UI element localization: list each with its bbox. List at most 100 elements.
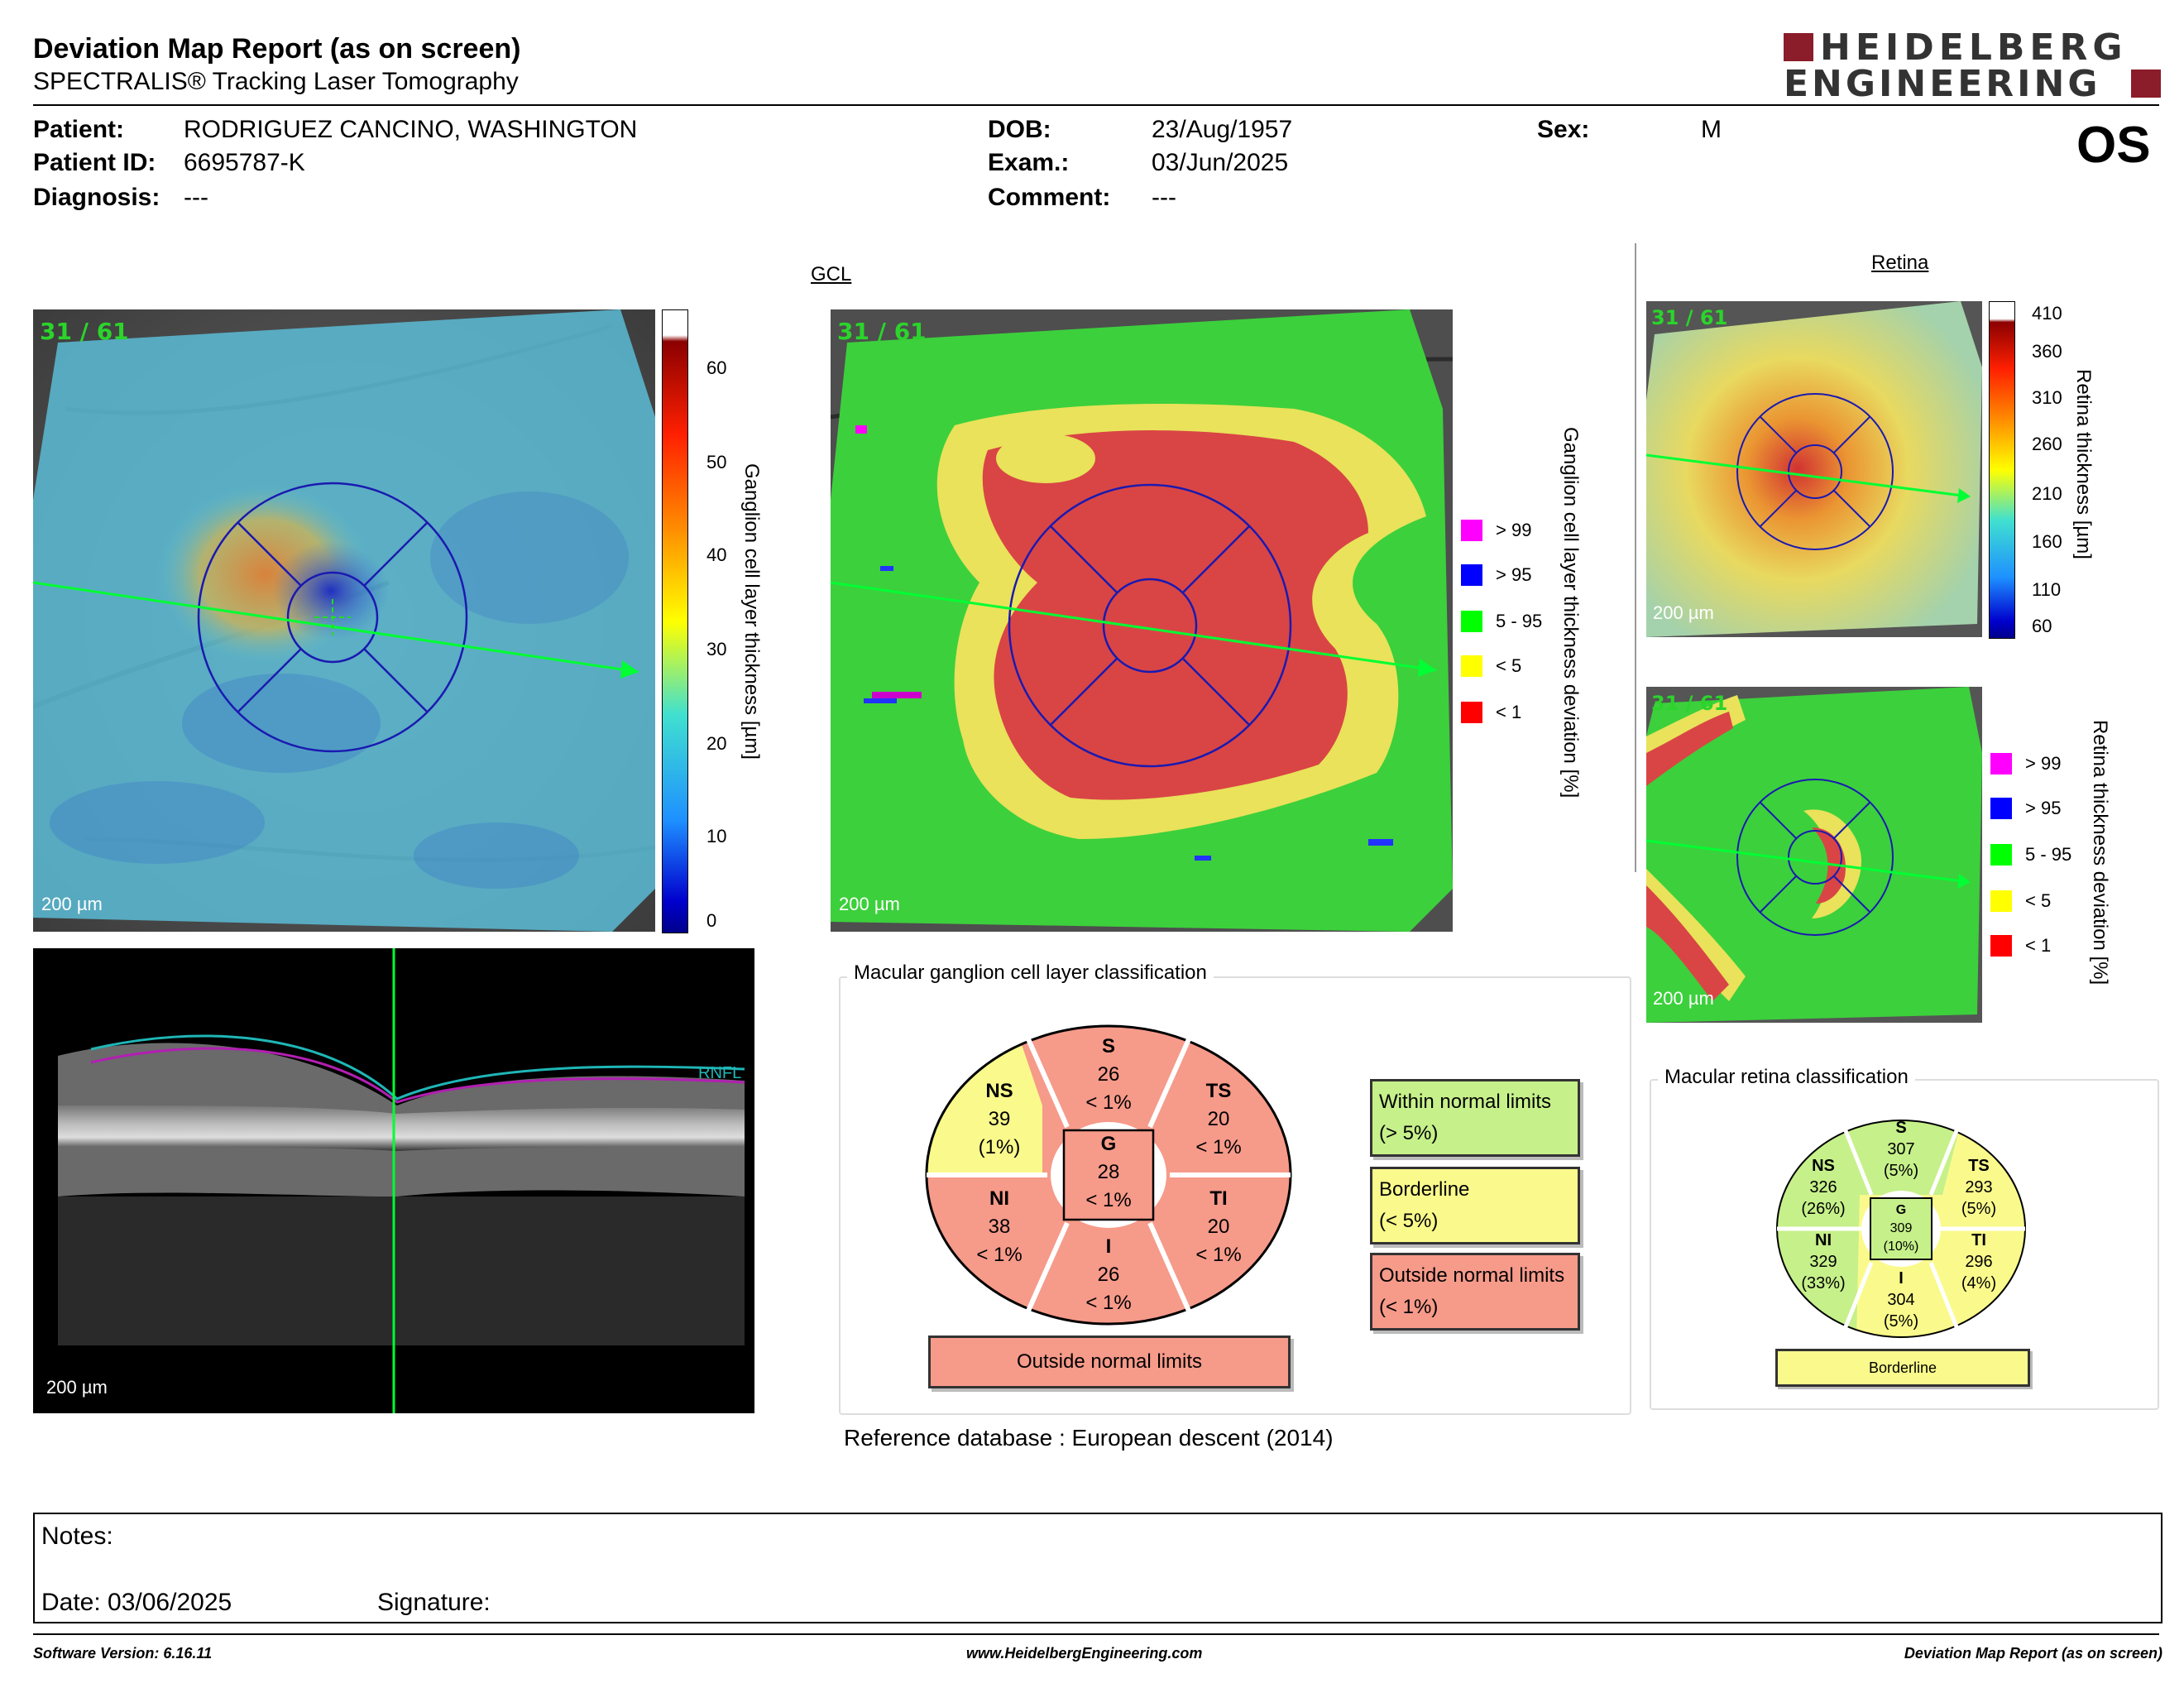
sector-name: TS: [1205, 1080, 1232, 1102]
gcl-sector-i: I 26 < 1%: [1075, 1233, 1142, 1317]
gcl-etdrs-grid: S 26 < 1% NS 39 (1%) TS 20 < 1% G 28 < 1…: [923, 1023, 1294, 1327]
gcl-tick-label: 40: [706, 544, 727, 565]
legend-swatch: [1461, 702, 1482, 723]
legend-label: 5 - 95: [1496, 611, 1543, 631]
retina-tick-label: 360: [2032, 341, 2062, 362]
retina-sector-i: I 304 (5%): [1873, 1268, 1929, 1332]
retina-deviation-map: 31 / 61 200 µm: [1646, 687, 1982, 1023]
gcl-deviation-axis-label: Ganglion cell layer thickness deviation …: [1559, 427, 1582, 798]
legend-swatch: [1990, 890, 2012, 912]
signature-label: Signature:: [377, 1589, 491, 1616]
legend-text: Borderline: [1379, 1178, 1470, 1201]
legend-text: Outside normal limits: [1379, 1264, 1565, 1287]
retina-sector-ti: TI 296 (4%): [1951, 1230, 2007, 1294]
dob-label: DOB:: [988, 116, 1051, 143]
retina-thickness-colorbar: [1989, 301, 2015, 639]
sector-value: 293: [1965, 1178, 1993, 1196]
sector-value: 309: [1889, 1221, 1913, 1235]
sector-name: NS: [985, 1080, 1013, 1102]
gcl-thickness-colorbar: [662, 309, 688, 933]
diagnosis-label: Diagnosis:: [33, 184, 160, 211]
legend-swatch: [1990, 844, 2012, 866]
sector-name: G: [1895, 1203, 1907, 1217]
sector-pct: (4%): [1961, 1274, 1997, 1292]
legend-label: < 5: [1496, 655, 1522, 676]
retina-scale-bar: 200 µm: [1653, 602, 1714, 623]
patient-id-label: Patient ID:: [33, 149, 156, 176]
patient-name: RODRIGUEZ CANCINO, WASHINGTON: [184, 116, 638, 143]
report-name-footer: Deviation Map Report (as on screen): [1904, 1645, 2162, 1662]
legend-borderline: Borderline (< 5%): [1370, 1167, 1580, 1244]
gcl-tick-label: 0: [706, 910, 717, 931]
retina-tick-label: 310: [2032, 387, 2062, 408]
gcl-sector-ns: NS 39 (1%): [966, 1077, 1032, 1162]
legend-swatch: [1990, 753, 2012, 774]
comment-value: ---: [1152, 184, 1176, 211]
notes-box[interactable]: Notes: Date: 03/06/2025 Signature:: [33, 1513, 2162, 1623]
reference-separator: :: [1052, 1425, 1072, 1451]
retina-title: Retina: [1871, 252, 1929, 274]
gcl-title: GCL: [811, 263, 852, 285]
gcl-thickness-axis-label: Ganglion cell layer thickness [µm]: [740, 463, 763, 760]
sector-value: 38: [988, 1216, 1011, 1238]
retina-tick-label: 410: [2032, 303, 2062, 324]
retina-thickness-map: 31 / 61 200 µm: [1646, 301, 1982, 637]
oct-bscan: RNFL 200 µm: [33, 948, 754, 1413]
dob-value: 23/Aug/1957: [1152, 116, 1293, 143]
gcl-sector-ni: NI 38 < 1%: [966, 1185, 1032, 1269]
sector-pct: < 1%: [1085, 1091, 1132, 1114]
sector-value: 304: [1887, 1291, 1915, 1309]
gcl-sector-g: G 28 < 1%: [1066, 1130, 1152, 1215]
sector-value: 307: [1887, 1140, 1915, 1158]
reference-label: Reference database: [844, 1425, 1053, 1451]
legend-swatch: [1461, 655, 1482, 677]
sector-name: TI: [1971, 1231, 1986, 1249]
sector-value: 329: [1809, 1253, 1837, 1271]
gcl-result-badge: Outside normal limits: [928, 1336, 1291, 1388]
sector-pct: (26%): [1801, 1200, 1846, 1218]
sector-pct: < 1%: [1085, 1292, 1132, 1314]
notes-label: Notes:: [41, 1523, 113, 1550]
legend-text: Within normal limits: [1379, 1091, 1552, 1113]
reference-database: Reference database : European descent (2…: [844, 1425, 1334, 1451]
legend-text: (< 1%): [1379, 1296, 1439, 1318]
legend-label: < 1: [1496, 702, 1522, 722]
sector-value: 296: [1965, 1253, 1993, 1271]
gcl-sector-ti: TI 20 < 1%: [1181, 1185, 1256, 1269]
reference-value: European descent (2014): [1071, 1425, 1334, 1451]
retina-classification-title: Macular retina classification: [1658, 1066, 1915, 1089]
retina-sector-ni: NI 329 (33%): [1795, 1230, 1851, 1294]
sector-name: NI: [989, 1187, 1009, 1210]
retina-etdrs-grid: S 307 (5%) NS 326 (26%) TS 293 (5%) G 30…: [1774, 1117, 2028, 1340]
retina-frame-counter: 31 / 61: [1651, 306, 1728, 329]
patient-label: Patient:: [33, 116, 125, 143]
legend-swatch: [1990, 935, 2012, 957]
retina-dev-frame-counter: 31 / 61: [1651, 692, 1728, 715]
legend-within-normal: Within normal limits (> 5%): [1370, 1079, 1580, 1157]
rnfl-label: RNFL: [698, 1064, 742, 1082]
legend-label: > 99: [2025, 753, 2062, 774]
legend-label: < 1: [2025, 935, 2052, 956]
retina-result-badge: Borderline: [1775, 1349, 2030, 1387]
legend-outside-normal: Outside normal limits (< 1%): [1370, 1253, 1580, 1331]
legend-text: (< 5%): [1379, 1210, 1439, 1232]
company-logo: HEIDELBERG ENGINEERING: [1784, 26, 2161, 105]
gcl-sector-s: S 26 < 1%: [1075, 1033, 1142, 1117]
legend-label: < 5: [2025, 890, 2052, 911]
eye-indicator: OS: [2076, 117, 2151, 174]
exam-value: 03/Jun/2025: [1152, 149, 1289, 176]
sector-name: TS: [1968, 1157, 1990, 1175]
gcl-sector-ts: TS 20 < 1%: [1181, 1077, 1256, 1162]
retina-dev-scale-bar: 200 µm: [1653, 988, 1714, 1009]
exam-label: Exam.:: [988, 149, 1070, 176]
gcl-dev-scale-bar: 200 µm: [839, 894, 900, 914]
sector-value: 326: [1809, 1178, 1837, 1196]
gcl-tick-label: 60: [706, 357, 727, 378]
legend-label: > 95: [1496, 564, 1532, 585]
logo-line-1: HEIDELBERG: [1820, 26, 2128, 69]
website-link[interactable]: www.HeidelbergEngineering.com: [966, 1645, 1203, 1662]
gcl-classification-panel: [839, 976, 1631, 1415]
gcl-deviation-map: 31 / 61 200 µm: [831, 309, 1453, 932]
legend-swatch: [1461, 611, 1482, 632]
sector-value: 26: [1097, 1264, 1120, 1286]
